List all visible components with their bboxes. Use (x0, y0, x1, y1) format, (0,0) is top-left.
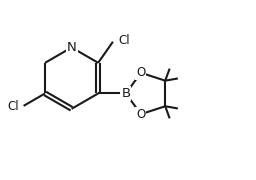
Text: B: B (121, 87, 131, 100)
Text: N: N (67, 41, 77, 54)
Text: O: O (136, 108, 145, 121)
Text: Cl: Cl (119, 34, 130, 47)
Text: Cl: Cl (7, 100, 19, 113)
Text: O: O (136, 66, 145, 79)
